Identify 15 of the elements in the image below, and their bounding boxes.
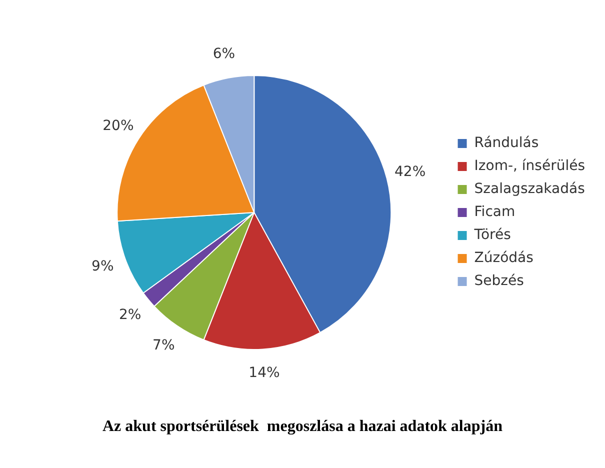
data-label: 42% bbox=[394, 164, 426, 180]
data-label: 6% bbox=[212, 46, 236, 62]
data-label: 14% bbox=[248, 364, 280, 381]
data-label: 2% bbox=[118, 306, 142, 323]
legend-label: Ficam bbox=[474, 204, 516, 220]
legend-label: Sebzés bbox=[474, 273, 524, 290]
legend-label: Rándulás bbox=[474, 135, 539, 152]
legend-label: Szalagszakadás bbox=[474, 181, 585, 198]
data-label: 20% bbox=[102, 118, 134, 134]
data-label: 9% bbox=[92, 258, 114, 275]
legend-label: Zúzódás bbox=[474, 250, 534, 266]
text: Az akut sportsérülések megoszlása a hazai adatok alapján bbox=[101, 418, 504, 436]
legend-label: Izom-, ínsérülés bbox=[474, 158, 586, 174]
data-label: 7% bbox=[152, 337, 175, 354]
legend-label: Törés bbox=[473, 227, 511, 244]
